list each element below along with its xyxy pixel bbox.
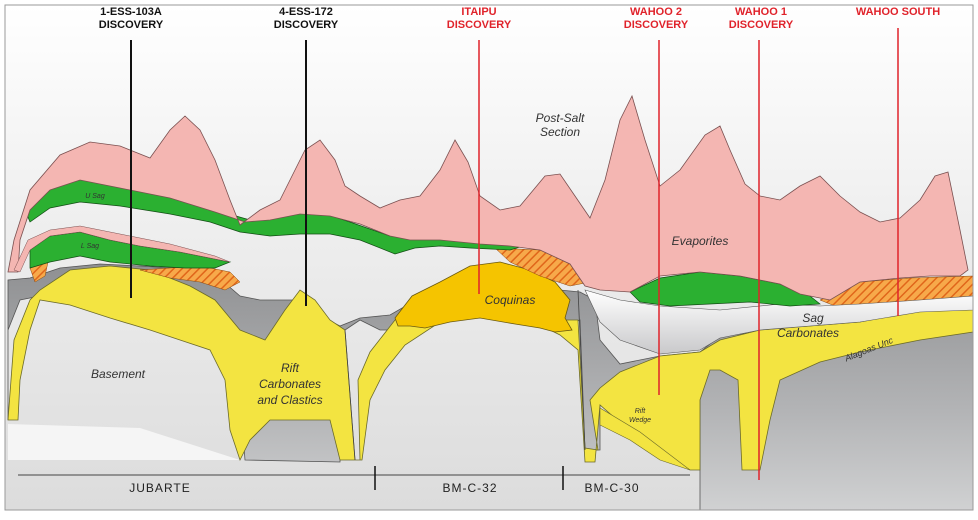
label-coquinas: Coquinas (485, 293, 536, 307)
well-title-2b: DISCOVERY (274, 19, 339, 31)
well-title-2a: 4-ESS-172 (279, 6, 333, 18)
fault-line-1 (344, 329, 356, 461)
label-rift-2: Carbonates (259, 377, 321, 391)
label-post-salt-1: Post-Salt (536, 111, 585, 125)
well-title-3a: ITAIPU (461, 6, 496, 18)
block-label-bm-c-30: BM-C-30 (584, 481, 639, 495)
label-l-sag: L Sag (81, 243, 99, 250)
block-label-jubarte: JUBARTE (129, 481, 190, 495)
sag-carbonates-unit (584, 289, 974, 355)
evaporites-unit (7, 94, 969, 301)
label-post-salt-2: Section (540, 125, 580, 139)
label-rift-wedge-2: Wedge (629, 417, 651, 424)
well-title-6a: WAHOO SOUTH (856, 6, 940, 18)
well-title-4b: DISCOVERY (624, 19, 689, 31)
well-title-1a: 1-ESS-103A (100, 6, 162, 18)
basement-foot (8, 424, 240, 460)
label-basement: Basement (91, 367, 146, 381)
well-title-5b: DISCOVERY (729, 19, 794, 31)
label-rift-1: Rift (281, 361, 300, 375)
well-title-5a: WAHOO 1 (735, 6, 787, 18)
label-sag-carbonates-1: Sag (802, 311, 824, 325)
coquinas-unit (394, 261, 573, 333)
label-rift-3: and Clastics (257, 393, 322, 407)
well-title-4a: WAHOO 2 (630, 6, 682, 18)
rift-carbonates-unit (7, 265, 974, 471)
label-rift-wedge-1: Rift (635, 408, 647, 415)
block-label-bm-c-32: BM-C-32 (442, 481, 497, 495)
frame-border (4, 4, 974, 511)
label-evaporites: Evaporites (672, 234, 729, 248)
rift-wedge-unit (599, 407, 691, 471)
well-title-1b: DISCOVERY (99, 19, 164, 31)
evaporites-lens (13, 225, 231, 273)
fault-line-2 (577, 289, 586, 451)
well-title-3b: DISCOVERY (447, 19, 512, 31)
label-u-sag: U Sag (85, 193, 105, 200)
label-sag-carbonates-2: Carbonates (777, 326, 839, 340)
